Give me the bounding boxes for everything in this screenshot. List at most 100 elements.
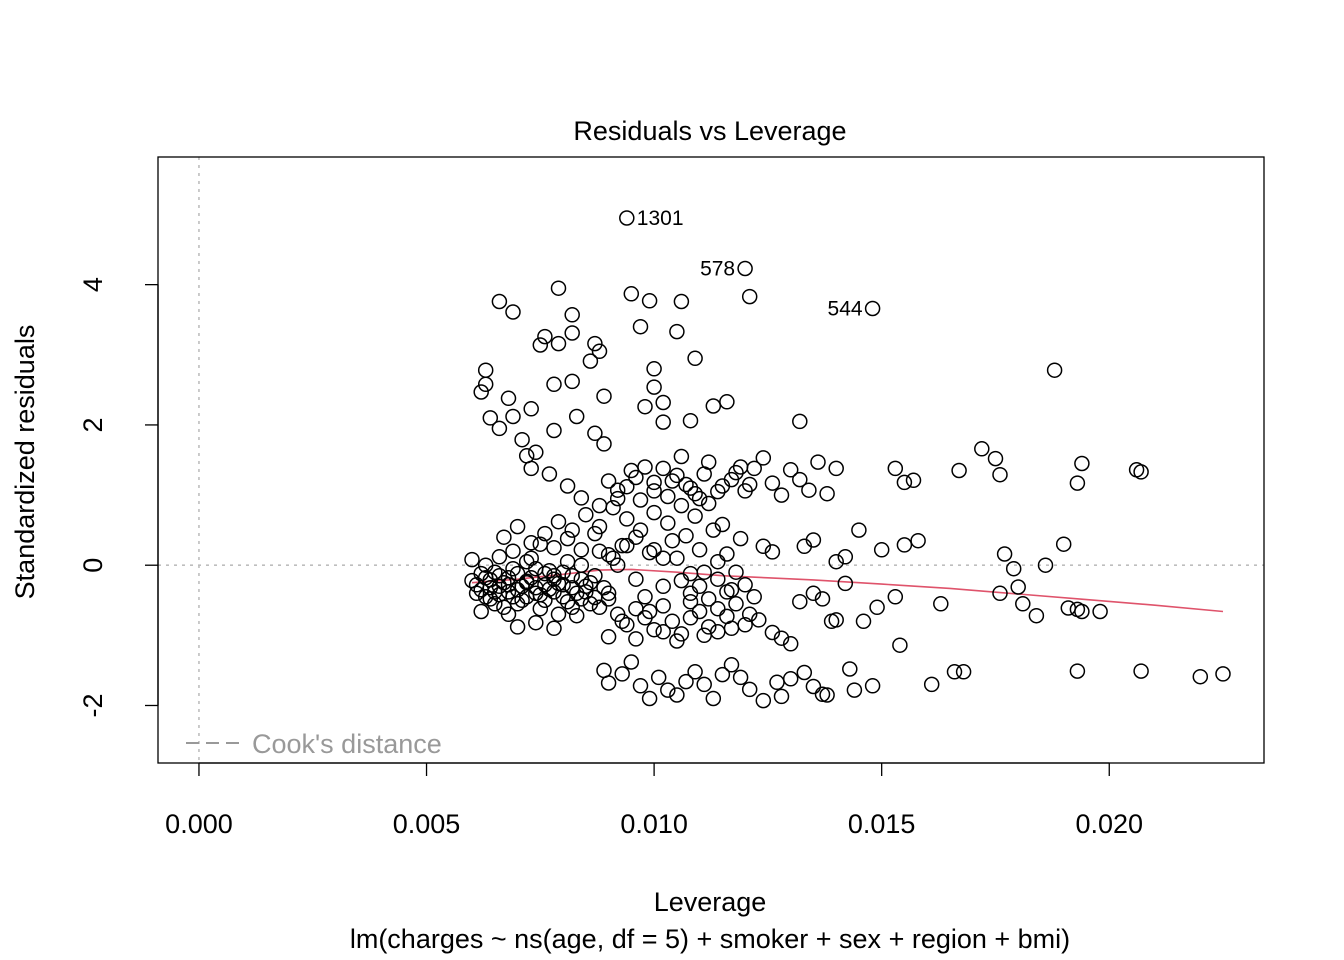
data-point: [828, 460, 844, 477]
data-point: [632, 492, 649, 508]
data-point: [596, 436, 612, 452]
data-point: [696, 627, 712, 644]
data-point: [710, 571, 726, 587]
data-point: [910, 532, 926, 549]
data-point: [801, 482, 817, 498]
data-point: [496, 529, 512, 545]
data-point: [600, 546, 617, 563]
data-point: [546, 567, 562, 584]
data-point: [1192, 668, 1209, 685]
y-axis: -2 0 2 4: [78, 277, 159, 717]
data-point: [1069, 475, 1086, 491]
data-point: [828, 612, 844, 628]
data-point: [646, 542, 662, 558]
data-point: [1028, 607, 1045, 624]
data-point: [600, 473, 617, 489]
data-point: [869, 599, 885, 616]
data-point: [655, 624, 671, 640]
data-point: [555, 564, 571, 580]
data-point: [477, 376, 494, 393]
data-point: [682, 593, 699, 610]
data-point: [600, 675, 617, 691]
data-point: [691, 490, 708, 507]
data-point: [582, 353, 599, 369]
data-point: [996, 546, 1013, 562]
data-point: [468, 585, 485, 602]
data-point: [650, 669, 667, 686]
data-point: [1074, 455, 1090, 472]
data-point: [992, 466, 1008, 483]
data-point: [769, 674, 785, 691]
data-point: [873, 542, 890, 558]
data-point: [637, 398, 653, 415]
data-point: [987, 450, 1004, 467]
data-point: [682, 412, 699, 429]
data-point: [732, 669, 749, 686]
data-point: [1069, 663, 1086, 679]
data-point: [641, 544, 658, 561]
x-tick-label: 0.020: [1075, 809, 1143, 839]
data-point: [837, 549, 854, 565]
data-point: [700, 495, 717, 512]
data-point: [514, 431, 530, 448]
data-point: [687, 350, 703, 367]
data-point: [946, 664, 963, 680]
data-point: [628, 469, 644, 486]
data-point: [687, 664, 703, 680]
x-axis-label: Leverage: [654, 887, 767, 917]
labeled-data-point: [737, 260, 753, 277]
x-tick-label: 0.005: [393, 809, 461, 839]
data-point: [564, 325, 580, 341]
data-point: [473, 384, 489, 400]
data-point: [764, 624, 781, 641]
data-point: [814, 686, 831, 703]
data-point: [491, 293, 508, 310]
data-point: [550, 575, 567, 592]
data-point: [728, 564, 744, 580]
data-point: [974, 441, 990, 457]
data-point: [723, 471, 740, 488]
data-point: [587, 425, 603, 442]
data-point: [714, 516, 731, 533]
data-point: [660, 682, 676, 698]
data-point: [673, 497, 690, 514]
data-point: [614, 666, 630, 682]
data-point: [537, 328, 553, 345]
data-point: [746, 589, 762, 605]
data-point: [464, 572, 480, 589]
data-point: [564, 522, 580, 538]
smooth-line: [471, 568, 1224, 613]
y-axis-label: Standardized residuals: [10, 325, 40, 600]
data-point: [591, 343, 608, 360]
data-point: [696, 564, 712, 580]
data-point: [741, 288, 758, 305]
data-point: [864, 678, 881, 694]
data-point: [828, 553, 844, 570]
data-point: [792, 471, 808, 488]
data-point: [609, 482, 626, 498]
data-point: [819, 485, 835, 502]
data-point: [646, 361, 662, 377]
data-point: [632, 318, 649, 335]
data-point: [1010, 579, 1026, 595]
data-point: [550, 606, 567, 623]
data-point: [741, 606, 758, 623]
data-point: [678, 476, 694, 493]
data-point: [619, 511, 635, 527]
data-point: [564, 567, 580, 584]
data-point: [660, 488, 676, 505]
data-point: [710, 553, 726, 570]
data-point: [710, 600, 726, 617]
data-point: [591, 543, 608, 559]
data-point: [641, 690, 658, 707]
data-point: [623, 286, 640, 302]
y-tick-label: 0: [78, 558, 108, 573]
labeled-data-point: [619, 210, 635, 226]
scatter-points: [464, 280, 1231, 709]
data-point: [1055, 536, 1072, 552]
data-point: [669, 633, 685, 649]
data-point: [905, 472, 922, 489]
reference-lines: [158, 157, 1264, 763]
data-point: [550, 335, 567, 352]
data-point: [609, 557, 626, 573]
